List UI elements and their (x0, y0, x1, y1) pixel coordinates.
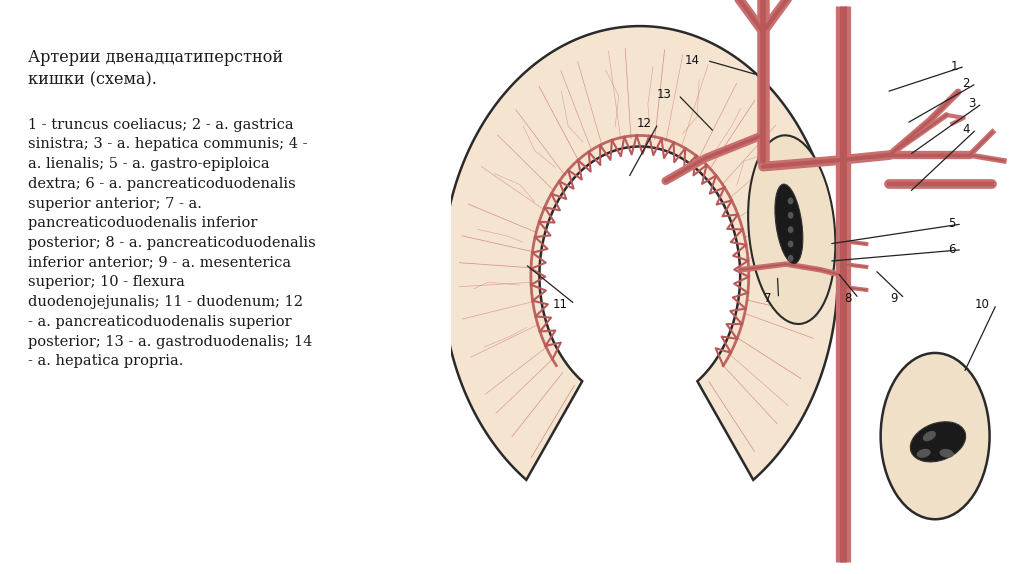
Text: 7: 7 (764, 292, 772, 305)
Text: 14: 14 (685, 54, 700, 67)
Text: 2: 2 (962, 77, 970, 90)
Ellipse shape (787, 241, 794, 247)
Text: 13: 13 (656, 88, 672, 102)
Ellipse shape (749, 135, 836, 324)
Ellipse shape (881, 353, 989, 519)
Text: 5: 5 (948, 218, 955, 230)
Ellipse shape (916, 449, 931, 458)
Text: 3: 3 (968, 97, 975, 110)
Ellipse shape (787, 212, 794, 219)
Ellipse shape (775, 184, 803, 263)
Text: 10: 10 (975, 298, 989, 311)
Text: 6: 6 (947, 243, 955, 256)
Text: 11: 11 (553, 298, 568, 311)
Ellipse shape (910, 422, 966, 462)
Text: 1 - truncus coeliacus; 2 - a. gastrica
sinistra; 3 - a. hepatica communis; 4 -
a: 1 - truncus coeliacus; 2 - a. gastrica s… (28, 118, 315, 369)
Text: 9: 9 (890, 292, 898, 305)
Ellipse shape (923, 431, 936, 441)
Ellipse shape (787, 255, 794, 262)
Text: 12: 12 (636, 117, 651, 130)
Text: 4: 4 (962, 123, 970, 136)
Text: Артерии двенадцатиперстной
кишки (схема).: Артерии двенадцатиперстной кишки (схема)… (28, 49, 283, 88)
Ellipse shape (939, 449, 953, 457)
Ellipse shape (787, 226, 794, 233)
Polygon shape (442, 26, 838, 480)
Text: 8: 8 (845, 292, 852, 305)
Text: 1: 1 (950, 60, 958, 73)
Ellipse shape (787, 197, 794, 204)
